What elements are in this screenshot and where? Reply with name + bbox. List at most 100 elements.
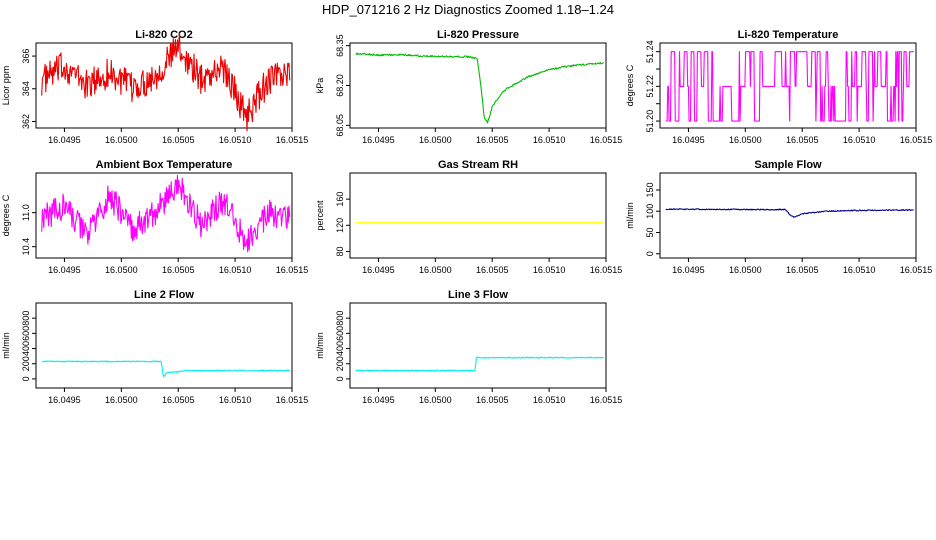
x-tick-label: 16.0500 [419,395,452,405]
y-tick-label: 10.4 [21,238,31,256]
y-tick-label: 50 [645,227,655,237]
chart-title: Line 2 Flow [134,289,194,301]
y-tick-label: 600 [21,326,31,341]
y-tick-label: 160 [335,192,345,207]
x-tick-label: 16.0510 [843,265,876,275]
x-tick-label: 16.0500 [105,395,138,405]
x-tick-label: 16.0515 [276,135,309,145]
y-tick-label: 364 [21,81,31,96]
x-tick-label: 16.0500 [105,265,138,275]
y-tick-label: 0 [645,251,655,256]
x-tick-label: 16.0510 [219,395,252,405]
plot-frame [349,172,607,259]
y-tick-label: 51.24 [645,40,655,63]
plot-frame [35,302,293,389]
x-tick-label: 16.0495 [362,135,395,145]
x-tick-label: 16.0510 [533,135,566,145]
chart-title: Li-820 Temperature [738,29,839,41]
y-axis-label: ml/min [315,332,325,359]
chart-panel-3: Li-820 Temperature 16.0495 16.0500 16.0505 1… [625,29,932,145]
y-tick-label: 800 [335,311,345,326]
x-tick-label: 16.0515 [590,135,623,145]
chart-panel-4: Ambient Box Temperature 16.0495 16.0500 16.… [1,159,308,275]
series-line [665,208,914,218]
x-tick-label: 16.0500 [729,135,762,145]
x-tick-label: 16.0495 [48,395,81,405]
plot-frame [659,172,917,259]
series-line [665,51,914,122]
y-tick-label: 0 [335,376,345,381]
x-tick-label: 16.0515 [590,265,623,275]
y-tick-label: 200 [21,356,31,371]
plot-frame [35,42,293,129]
y-tick-label: 80 [335,246,345,256]
y-tick-label: 362 [21,114,31,129]
y-axis-label: Licor ppm [1,66,11,106]
y-tick-label: 68.35 [335,34,345,57]
x-tick-label: 16.0510 [843,135,876,145]
y-axis-label: degrees C [625,64,635,106]
y-tick-label: 68.05 [335,114,345,137]
series-line [41,360,291,378]
series-line [41,174,291,253]
chart-title: Li-820 Pressure [437,29,519,41]
x-tick-label: 16.0505 [476,135,509,145]
y-tick-label: 120 [335,218,345,233]
x-tick-label: 16.0505 [476,395,509,405]
chart-panel-1: Li-820 CO2 16.0495 16.0500 16.0505 16.0510 16… [1,29,308,145]
x-tick-label: 16.0505 [786,265,819,275]
x-tick-label: 16.0500 [419,135,452,145]
x-tick-label: 16.0515 [590,395,623,405]
chart-panel-5: Gas Stream RH 16.0495 16.0500 16.0505 16.051… [315,159,622,275]
x-tick-label: 16.0495 [362,395,395,405]
y-tick-label: 600 [335,326,345,341]
y-tick-label: 100 [645,204,655,219]
x-tick-label: 16.0500 [105,135,138,145]
series-line [355,52,604,124]
x-tick-label: 16.0505 [786,135,819,145]
series-line [355,356,605,372]
plot-frame [349,302,607,389]
chart-panel-6: Sample Flow 16.0495 16.0500 16.0505 16.0510 1… [625,159,932,275]
y-axis-label: degrees C [1,194,11,236]
y-tick-label: 400 [21,341,31,356]
y-tick-label: 200 [335,356,345,371]
x-tick-label: 16.0510 [533,395,566,405]
y-tick-label: 51.20 [645,110,655,133]
x-tick-label: 16.0515 [276,395,309,405]
y-tick-label: 51.22 [645,75,655,98]
y-tick-label: 366 [21,49,31,64]
x-tick-label: 16.0495 [672,135,705,145]
x-tick-label: 16.0505 [162,135,195,145]
y-tick-label: 11.0 [21,204,31,221]
x-tick-label: 16.0505 [476,265,509,275]
x-tick-label: 16.0510 [219,265,252,275]
chart-panel-8: Line 3 Flow 16.0495 16.0500 16.0505 16.0510 1… [315,289,622,405]
plot-frame [35,172,293,259]
x-tick-label: 16.0495 [48,265,81,275]
page-title: HDP_071216 2 Hz Diagnostics Zoomed 1.18–… [322,2,614,17]
y-axis-label: kPa [315,78,325,94]
chart-title: Li-820 CO2 [135,29,192,41]
x-tick-label: 16.0515 [900,265,933,275]
chart-title: Sample Flow [754,159,822,171]
x-tick-label: 16.0500 [729,265,762,275]
x-tick-label: 16.0510 [533,265,566,275]
x-tick-label: 16.0515 [900,135,933,145]
x-tick-label: 16.0495 [48,135,81,145]
y-axis-label: percent [315,200,325,231]
chart-panel-7: Line 2 Flow 16.0495 16.0500 16.0505 16.0510 1… [1,289,308,405]
y-axis-label: ml/min [625,202,635,229]
x-tick-label: 16.0515 [276,265,309,275]
series-line [41,32,291,132]
chart-title: Line 3 Flow [448,289,508,301]
chart-panel-2: Li-820 Pressure 16.0495 16.0500 16.0505 16.0… [315,29,622,145]
x-tick-label: 16.0500 [419,265,452,275]
x-tick-label: 16.0505 [162,395,195,405]
x-tick-label: 16.0505 [162,265,195,275]
x-tick-label: 16.0495 [672,265,705,275]
plot-frame [659,42,917,129]
chart-title: Ambient Box Temperature [96,159,233,171]
y-tick-label: 400 [335,341,345,356]
y-tick-label: 150 [645,182,655,197]
